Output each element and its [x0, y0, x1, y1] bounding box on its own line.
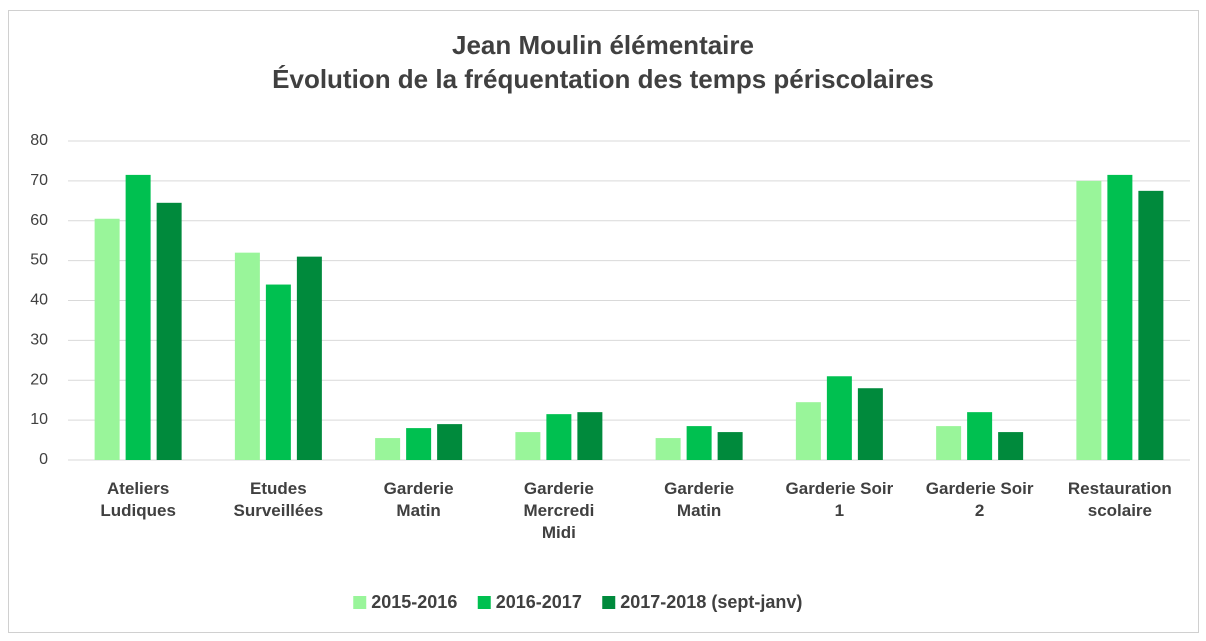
- y-tick-label: 60: [30, 212, 48, 229]
- x-tick-label: Garderie Soir 2: [926, 479, 1034, 520]
- bar: [686, 426, 712, 460]
- bar: [156, 202, 182, 460]
- bar: [998, 432, 1024, 460]
- bar: [936, 426, 962, 460]
- y-tick-label: 10: [30, 411, 48, 428]
- y-tick-label: 40: [30, 292, 48, 309]
- legend-swatch: [602, 596, 616, 609]
- legend-label: 2017-2018 (sept-janv): [620, 592, 802, 612]
- bar: [406, 428, 432, 460]
- bar: [577, 412, 603, 460]
- bar: [515, 432, 541, 460]
- y-tick-label: 20: [30, 371, 48, 388]
- bar: [437, 424, 463, 460]
- bar: [1076, 180, 1102, 460]
- bar: [655, 438, 681, 460]
- bar: [826, 376, 852, 460]
- legend-label: 2016-2017: [496, 592, 582, 612]
- legend-swatch: [353, 596, 367, 609]
- bar: [265, 284, 291, 460]
- chart-title: Jean Moulin élémentaire Évolution de la f…: [272, 30, 934, 94]
- bar: [1138, 190, 1164, 460]
- bar: [857, 388, 883, 460]
- bar: [967, 412, 993, 460]
- legend-label: 2015-2016: [371, 592, 457, 612]
- chart-frame: [8, 10, 1199, 633]
- x-tick-label: Garderie Matin: [384, 479, 454, 520]
- bar: [234, 252, 260, 460]
- y-tick-label: 0: [39, 451, 48, 468]
- x-tick-label: Garderie Mercredi Midi: [523, 479, 594, 542]
- x-tick-label: Ateliers Ludiques: [100, 479, 176, 520]
- bar: [717, 432, 743, 460]
- bar: [375, 438, 401, 460]
- x-tick-label: Garderie Soir 1: [786, 479, 894, 520]
- y-tick-label: 30: [30, 332, 48, 349]
- bar: [546, 414, 572, 460]
- bar: [1107, 174, 1133, 461]
- legend-swatch: [477, 596, 491, 609]
- bar: [125, 174, 151, 461]
- bar: [94, 218, 120, 460]
- x-tick-label: Restauration scolaire: [1068, 479, 1172, 520]
- x-tick-label: Garderie Matin: [664, 479, 734, 520]
- x-tick-label: Etudes Surveillées: [233, 479, 323, 520]
- y-tick-label: 70: [30, 172, 48, 189]
- y-tick-label: 80: [30, 132, 48, 149]
- bar: [296, 256, 322, 460]
- bar: [795, 402, 821, 460]
- y-tick-label: 50: [30, 252, 48, 269]
